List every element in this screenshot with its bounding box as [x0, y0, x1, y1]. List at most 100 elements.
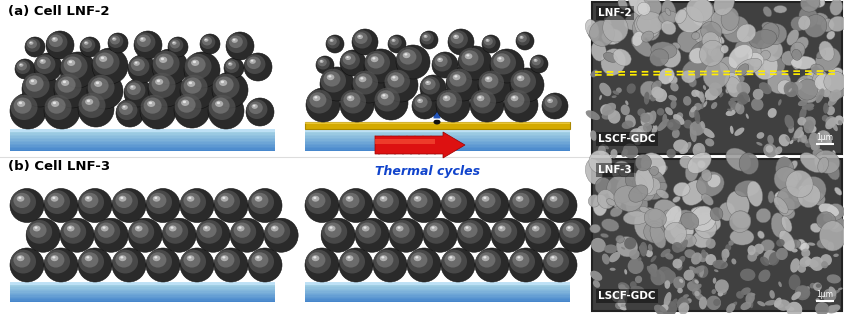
Ellipse shape	[776, 187, 802, 210]
Ellipse shape	[791, 49, 800, 60]
Ellipse shape	[155, 53, 173, 70]
Ellipse shape	[86, 256, 89, 258]
Ellipse shape	[17, 196, 24, 202]
Bar	[305, 149, 570, 151]
Ellipse shape	[701, 32, 718, 49]
Ellipse shape	[717, 291, 722, 296]
Ellipse shape	[305, 188, 338, 223]
Ellipse shape	[454, 75, 457, 78]
Ellipse shape	[247, 248, 282, 282]
Ellipse shape	[422, 78, 436, 90]
Ellipse shape	[95, 82, 99, 84]
Ellipse shape	[766, 108, 776, 118]
Ellipse shape	[160, 58, 164, 60]
Ellipse shape	[68, 226, 72, 229]
Ellipse shape	[690, 208, 699, 217]
Ellipse shape	[111, 37, 116, 41]
Ellipse shape	[712, 299, 720, 306]
Ellipse shape	[768, 252, 779, 266]
Ellipse shape	[636, 169, 666, 200]
Ellipse shape	[419, 32, 433, 45]
Ellipse shape	[625, 115, 629, 120]
Ellipse shape	[706, 174, 720, 188]
Ellipse shape	[137, 35, 150, 47]
Ellipse shape	[517, 197, 520, 199]
Bar	[305, 285, 570, 286]
Ellipse shape	[444, 193, 461, 208]
Ellipse shape	[689, 127, 696, 142]
Ellipse shape	[592, 280, 599, 288]
Ellipse shape	[799, 242, 809, 252]
Ellipse shape	[473, 92, 490, 108]
Ellipse shape	[214, 190, 240, 214]
Ellipse shape	[788, 140, 793, 144]
Ellipse shape	[438, 58, 441, 60]
Ellipse shape	[669, 83, 678, 91]
Ellipse shape	[635, 154, 651, 171]
Ellipse shape	[686, 298, 691, 303]
Ellipse shape	[828, 89, 840, 102]
Ellipse shape	[187, 81, 195, 87]
Bar	[10, 135, 274, 136]
Text: (a) Cell LNF-2: (a) Cell LNF-2	[8, 5, 110, 18]
Ellipse shape	[831, 150, 835, 155]
Ellipse shape	[649, 166, 657, 176]
Ellipse shape	[450, 32, 463, 44]
Ellipse shape	[128, 57, 149, 76]
Ellipse shape	[638, 245, 646, 253]
Ellipse shape	[827, 16, 844, 31]
Ellipse shape	[78, 188, 112, 223]
Ellipse shape	[729, 126, 733, 134]
Ellipse shape	[636, 2, 650, 15]
Ellipse shape	[657, 68, 674, 84]
Ellipse shape	[735, 58, 761, 76]
Ellipse shape	[728, 100, 738, 110]
Ellipse shape	[506, 92, 524, 108]
Ellipse shape	[640, 153, 665, 178]
Ellipse shape	[724, 73, 739, 93]
Ellipse shape	[485, 39, 489, 42]
Ellipse shape	[516, 75, 524, 81]
Ellipse shape	[693, 214, 716, 239]
Ellipse shape	[187, 57, 205, 73]
Ellipse shape	[631, 171, 652, 194]
Ellipse shape	[792, 56, 801, 69]
Bar	[305, 144, 570, 145]
Ellipse shape	[132, 223, 149, 238]
Ellipse shape	[330, 39, 332, 41]
Ellipse shape	[525, 220, 550, 244]
Ellipse shape	[415, 197, 418, 199]
Ellipse shape	[778, 230, 794, 251]
Ellipse shape	[784, 136, 789, 142]
Ellipse shape	[407, 248, 441, 282]
Ellipse shape	[621, 293, 626, 304]
Ellipse shape	[171, 41, 176, 45]
Ellipse shape	[811, 149, 822, 157]
Ellipse shape	[721, 250, 727, 262]
Ellipse shape	[436, 88, 469, 122]
Ellipse shape	[794, 129, 803, 138]
Ellipse shape	[498, 57, 500, 60]
Ellipse shape	[746, 43, 762, 62]
Ellipse shape	[742, 91, 749, 102]
Ellipse shape	[407, 190, 432, 214]
Ellipse shape	[312, 95, 320, 101]
Ellipse shape	[449, 197, 452, 199]
Ellipse shape	[834, 187, 841, 195]
Ellipse shape	[137, 226, 139, 229]
Ellipse shape	[832, 254, 838, 257]
Ellipse shape	[766, 149, 778, 155]
Bar	[10, 144, 274, 145]
Ellipse shape	[452, 35, 458, 39]
Ellipse shape	[647, 244, 652, 252]
Ellipse shape	[739, 268, 755, 281]
Ellipse shape	[254, 196, 262, 202]
Ellipse shape	[731, 301, 737, 307]
Ellipse shape	[791, 82, 802, 91]
Ellipse shape	[35, 226, 37, 229]
Ellipse shape	[116, 193, 133, 208]
Ellipse shape	[803, 122, 809, 128]
Ellipse shape	[410, 193, 427, 208]
Bar	[305, 129, 570, 132]
Ellipse shape	[825, 203, 843, 220]
